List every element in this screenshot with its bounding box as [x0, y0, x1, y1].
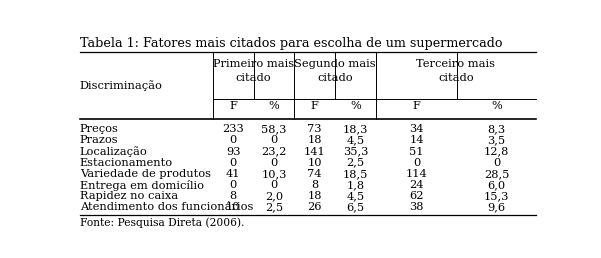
Text: 73: 73 [307, 124, 322, 134]
Text: 0: 0 [270, 158, 278, 168]
Text: 34: 34 [409, 124, 424, 134]
Text: 6,0: 6,0 [487, 180, 505, 190]
Text: 3,5: 3,5 [487, 135, 505, 146]
Text: 8,3: 8,3 [487, 124, 505, 134]
Text: 10: 10 [226, 202, 240, 212]
Text: 14: 14 [409, 135, 424, 146]
Text: Preços: Preços [80, 124, 118, 134]
Text: 12,8: 12,8 [484, 147, 509, 157]
Text: 2,5: 2,5 [265, 202, 283, 212]
Text: 18,5: 18,5 [343, 169, 368, 179]
Text: Entrega em domicílio: Entrega em domicílio [80, 180, 204, 191]
Text: Rapidez no caixa: Rapidez no caixa [80, 191, 178, 201]
Text: 15,3: 15,3 [484, 191, 509, 201]
Text: 38: 38 [409, 202, 424, 212]
Text: %: % [350, 101, 361, 111]
Text: 62: 62 [409, 191, 424, 201]
Text: Prazos: Prazos [80, 135, 118, 146]
Text: 0: 0 [413, 158, 420, 168]
Text: 35,3: 35,3 [343, 147, 368, 157]
Text: 4,5: 4,5 [346, 191, 365, 201]
Text: Fonte: Pesquisa Direta (2006).: Fonte: Pesquisa Direta (2006). [80, 218, 244, 228]
Text: 74: 74 [307, 169, 322, 179]
Text: 41: 41 [226, 169, 240, 179]
Text: 2,0: 2,0 [265, 191, 283, 201]
Text: 6,5: 6,5 [346, 202, 365, 212]
Text: 233: 233 [222, 124, 244, 134]
Text: Atendimento dos funcionários: Atendimento dos funcionários [80, 202, 253, 212]
Text: Primeiro mais
citado: Primeiro mais citado [213, 59, 294, 83]
Text: 0: 0 [230, 158, 237, 168]
Text: 10: 10 [307, 158, 322, 168]
Text: Discriminação: Discriminação [80, 80, 163, 91]
Text: F: F [311, 101, 319, 111]
Text: 141: 141 [304, 147, 325, 157]
Text: 2,5: 2,5 [346, 158, 365, 168]
Text: 8: 8 [311, 180, 318, 190]
Text: 28,5: 28,5 [484, 169, 509, 179]
Text: %: % [269, 101, 279, 111]
Text: Estacionamento: Estacionamento [80, 158, 173, 168]
Text: 0: 0 [230, 135, 237, 146]
Text: 0: 0 [493, 158, 500, 168]
Text: 18: 18 [307, 135, 322, 146]
Text: Localização: Localização [80, 147, 147, 157]
Text: Terceiro mais
citado: Terceiro mais citado [416, 59, 495, 83]
Text: Variedade de produtos: Variedade de produtos [80, 169, 211, 179]
Text: 0: 0 [270, 180, 278, 190]
Text: 4,5: 4,5 [346, 135, 365, 146]
Text: 24: 24 [409, 180, 424, 190]
Text: Segundo mais
citado: Segundo mais citado [294, 59, 376, 83]
Text: 23,2: 23,2 [261, 147, 287, 157]
Text: 10,3: 10,3 [261, 169, 287, 179]
Text: 51: 51 [409, 147, 424, 157]
Text: 1,8: 1,8 [346, 180, 365, 190]
Text: F: F [413, 101, 421, 111]
Text: 93: 93 [226, 147, 240, 157]
Text: 18: 18 [307, 191, 322, 201]
Text: 58,3: 58,3 [261, 124, 287, 134]
Text: F: F [229, 101, 237, 111]
Text: 8: 8 [230, 191, 237, 201]
Text: 114: 114 [406, 169, 427, 179]
Text: 18,3: 18,3 [343, 124, 368, 134]
Text: 0: 0 [230, 180, 237, 190]
Text: 9,6: 9,6 [487, 202, 505, 212]
Text: 0: 0 [270, 135, 278, 146]
Text: Tabela 1: Fatores mais citados para escolha de um supermercado: Tabela 1: Fatores mais citados para esco… [80, 37, 502, 50]
Text: 26: 26 [307, 202, 322, 212]
Text: %: % [491, 101, 502, 111]
